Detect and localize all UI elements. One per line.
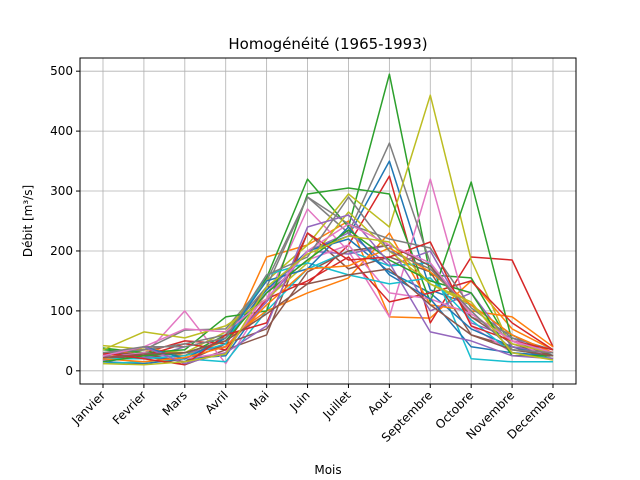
series-line (102, 178, 554, 365)
series-line (102, 142, 554, 357)
y-tick-label: 200 (50, 244, 73, 258)
x-tick-label: Mai (247, 388, 272, 413)
series-line (102, 196, 554, 354)
x-tick-label: Mars (160, 388, 190, 418)
chart-title: Homogénéité (1965-1993) (228, 35, 427, 53)
x-tick-label: Janvier (68, 388, 108, 428)
y-tick-label: 300 (50, 184, 73, 198)
x-tick-label: Aout (365, 388, 395, 418)
y-tick-label: 0 (65, 364, 73, 378)
series-line (102, 256, 554, 357)
series-line (102, 250, 553, 365)
x-tick-label: Juin (286, 388, 312, 414)
plot-frame (79, 57, 577, 385)
y-axis-ticks: 0 100 200 300 400 500 (50, 64, 80, 378)
series-line (102, 214, 554, 365)
series-line (102, 181, 554, 357)
series-line (102, 73, 554, 357)
series-line (102, 226, 554, 360)
x-tick-label: Avril (202, 388, 230, 416)
series-line (102, 268, 554, 359)
series-line (102, 196, 554, 354)
y-tick-label: 400 (50, 124, 73, 138)
x-tick-label: Fevrier (110, 388, 149, 427)
x-axis-label: Mois (314, 463, 341, 477)
y-tick-label: 500 (50, 64, 73, 78)
y-axis-label: Débit [m³/s] (21, 185, 35, 257)
x-axis-ticks: Janvier Fevrier Mars Avril Mai Juin Juillet Aou… (68, 384, 558, 445)
series-line (102, 235, 554, 366)
y-tick-label: 100 (50, 304, 73, 318)
series-line (102, 232, 554, 366)
series-lines (102, 73, 554, 366)
x-tick-label: Juillet (319, 388, 353, 422)
series-line (102, 175, 554, 361)
series-line (102, 94, 554, 357)
